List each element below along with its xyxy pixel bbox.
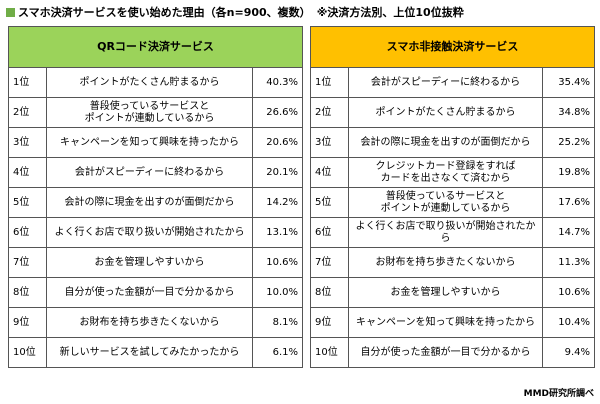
- percent: 19.8%: [542, 157, 595, 188]
- table-row: 5位 会計の際に現金を出すのが面倒だから 14.2%: [8, 187, 304, 218]
- percent: 35.4%: [542, 67, 595, 98]
- percent: 6.1%: [251, 337, 304, 368]
- reason: お金を管理しやすいから: [46, 247, 253, 278]
- reason: 自分が使った金額が一目で分かるから: [46, 277, 253, 308]
- rank: 9位: [8, 307, 47, 338]
- source: MMD研究所調べ: [523, 389, 594, 399]
- table-row: 10位 新しいサービスを試してみたかったから 6.1%: [8, 337, 304, 368]
- rank: 4位: [8, 157, 47, 188]
- rank: 8位: [8, 277, 47, 308]
- rank: 4位: [310, 157, 349, 188]
- reason: 新しいサービスを試してみたかったから: [46, 337, 253, 368]
- rank: 10位: [310, 337, 349, 368]
- percent: 10.0%: [251, 277, 304, 308]
- reason: 会計の際に現金を出すのが面倒だから: [46, 187, 253, 218]
- rank: 9位: [310, 307, 349, 338]
- table-heading: QRコード決済サービス: [7, 26, 304, 68]
- header-row: QRコード決済サービス: [7, 26, 304, 68]
- table-row: 4位 会計がスピーディーに終わるから 20.1%: [8, 157, 304, 188]
- reason: よく行くお店で取り扱いが開始されたから: [46, 217, 253, 248]
- reason: 普段使っているサービスと ポイントが連動しているから: [46, 97, 253, 128]
- table-row: 6位 よく行くお店で取り扱いが開始されたから 13.1%: [8, 217, 304, 248]
- table-row: 9位 お財布を持ち歩きたくないから 8.1%: [8, 307, 304, 338]
- rank: 2位: [8, 97, 47, 128]
- reason: お財布を持ち歩きたくないから: [348, 247, 543, 278]
- reason: 自分が使った金額が一目で分かるから: [348, 337, 543, 368]
- rank: 6位: [8, 217, 47, 248]
- table-row: 10位 自分が使った金額が一目で分かるから 9.4%: [310, 337, 595, 368]
- table-row: 5位 普段使っているサービスと ポイントが連動しているから 17.6%: [310, 187, 595, 218]
- reason: 会計がスピーディーに終わるから: [46, 157, 253, 188]
- reason: 普段使っているサービスと ポイントが連動しているから: [348, 187, 543, 218]
- table-row: 6位 よく行くお店で取り扱いが開始されたから 14.7%: [310, 217, 595, 248]
- rank: 7位: [8, 247, 47, 278]
- table-row: 7位 お財布を持ち歩きたくないから 11.3%: [310, 247, 595, 278]
- table-row: 1位 ポイントがたくさん貯まるから 40.3%: [8, 67, 304, 98]
- rank: 1位: [310, 67, 349, 98]
- table-row: 3位 キャンペーンを知って興味を持ったから 20.6%: [8, 127, 304, 158]
- rank: 1位: [8, 67, 47, 98]
- rank: 6位: [310, 217, 349, 248]
- percent: 25.2%: [542, 127, 595, 158]
- reason: お金を管理しやすいから: [348, 277, 543, 308]
- table-row: 4位 クレジットカード登録をすれば カードを出さなくて済むから 19.8%: [310, 157, 595, 188]
- percent: 14.2%: [251, 187, 304, 218]
- bullet: [6, 8, 15, 17]
- table-row: 9位 キャンペーンを知って興味を持ったから 10.4%: [310, 307, 595, 338]
- percent: 10.4%: [542, 307, 595, 338]
- ranking-table: スマホ非接触決済サービス 1位 会計がスピーディーに終わるから 35.4% 2位 ポイント…: [310, 26, 595, 368]
- percent: 17.6%: [542, 187, 595, 218]
- table-row: 8位 自分が使った金額が一目で分かるから 10.0%: [8, 277, 304, 308]
- ranking-table: QRコード決済サービス 1位 ポイントがたくさん貯まるから 40.3% 2位 普段使ってい…: [7, 26, 304, 368]
- percent: 13.1%: [251, 217, 304, 248]
- title: スマホ決済サービスを使い始めた理由（各n=900、複数）: [18, 6, 311, 19]
- rank: 3位: [310, 127, 349, 158]
- percent: 34.8%: [542, 97, 595, 128]
- reason: お財布を持ち歩きたくないから: [46, 307, 253, 338]
- percent: 10.6%: [542, 277, 595, 308]
- table-row: 3位 会計の際に現金を出すのが面倒だから 25.2%: [310, 127, 595, 158]
- note: ※決済方法別、上位10位抜粋: [316, 6, 464, 19]
- table-heading: スマホ非接触決済サービス: [310, 26, 595, 68]
- table-row: 2位 ポイントがたくさん貯まるから 34.8%: [310, 97, 595, 128]
- reason: 会計がスピーディーに終わるから: [348, 67, 543, 98]
- table-row: 8位 お金を管理しやすいから 10.6%: [310, 277, 595, 308]
- reason: ポイントがたくさん貯まるから: [46, 67, 253, 98]
- reason: クレジットカード登録をすれば カードを出さなくて済むから: [348, 157, 543, 188]
- reason: キャンペーンを知って興味を持ったから: [348, 307, 543, 338]
- reason: 会計の際に現金を出すのが面倒だから: [348, 127, 543, 158]
- reason: キャンペーンを知って興味を持ったから: [46, 127, 253, 158]
- table-row: 7位 お金を管理しやすいから 10.6%: [8, 247, 304, 278]
- rank: 5位: [310, 187, 349, 218]
- percent: 14.7%: [542, 217, 595, 248]
- percent: 40.3%: [251, 67, 304, 98]
- rank: 3位: [8, 127, 47, 158]
- rank: 5位: [8, 187, 47, 218]
- table-row: 1位 会計がスピーディーに終わるから 35.4%: [310, 67, 595, 98]
- header-row: スマホ非接触決済サービス: [310, 26, 595, 68]
- title-bar: スマホ決済サービスを使い始めた理由（各n=900、複数） ※決済方法別、上位10位…: [6, 4, 464, 20]
- reason: よく行くお店で取り扱いが開始されたから: [348, 217, 543, 248]
- percent: 26.6%: [251, 97, 304, 128]
- rank: 2位: [310, 97, 349, 128]
- reason: ポイントがたくさん貯まるから: [348, 97, 543, 128]
- percent: 20.1%: [251, 157, 304, 188]
- percent: 9.4%: [542, 337, 595, 368]
- percent: 10.6%: [251, 247, 304, 278]
- rank: 7位: [310, 247, 349, 278]
- rank: 8位: [310, 277, 349, 308]
- percent: 8.1%: [251, 307, 304, 338]
- rank: 10位: [8, 337, 47, 368]
- percent: 20.6%: [251, 127, 304, 158]
- table-row: 2位 普段使っているサービスと ポイントが連動しているから 26.6%: [8, 97, 304, 128]
- percent: 11.3%: [542, 247, 595, 278]
